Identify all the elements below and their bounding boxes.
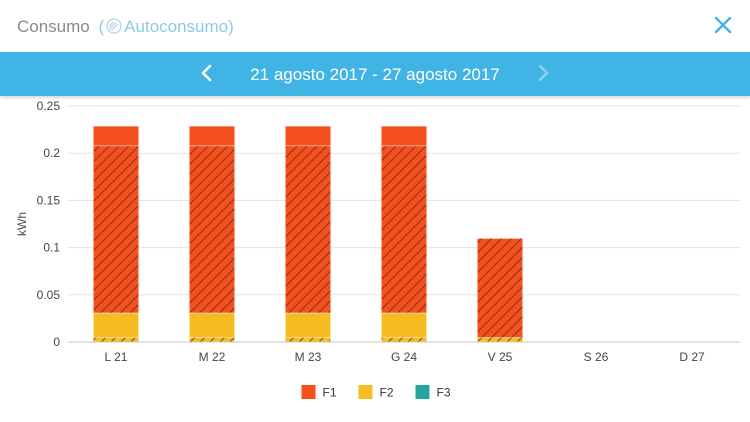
bar-segment-hatch	[285, 145, 331, 313]
top-bar: Consumo ( Autoconsumo)	[0, 0, 750, 52]
x-tick-label: D 27	[679, 350, 705, 364]
x-tick-label: V 25	[488, 350, 513, 364]
legend-label: F3	[437, 386, 451, 400]
bar-segment-hatch	[477, 238, 523, 338]
bar-segment-hatch	[477, 337, 523, 342]
bar-segment	[285, 125, 331, 146]
legend-swatch	[358, 385, 373, 399]
legend-label: F1	[323, 386, 337, 400]
bar-segment-hatch	[381, 145, 427, 313]
bar-segment-hatch	[285, 337, 331, 342]
y-tick-label: 0.25	[37, 99, 61, 113]
y-tick-label: 0.15	[37, 193, 61, 207]
bar-segment	[189, 312, 235, 338]
page-title: Consumo ( Autoconsumo)	[17, 17, 234, 37]
autoconsumo-toggle[interactable]: ( Autoconsumo)	[99, 17, 234, 36]
date-navigation-bar: 21 agosto 2017 - 27 agosto 2017	[0, 52, 750, 96]
y-tick-label: 0.2	[43, 146, 60, 160]
bar-segment	[93, 312, 139, 338]
bar-segment-hatch	[189, 337, 235, 342]
bar-segment	[189, 125, 235, 146]
bar-segment	[381, 312, 427, 338]
autoconsumo-icon	[106, 18, 122, 34]
paren-open: (	[98, 17, 105, 36]
legend-swatch	[301, 385, 316, 399]
date-range-label: 21 agosto 2017 - 27 agosto 2017	[250, 65, 500, 84]
x-tick-label: L 21	[105, 350, 128, 364]
title-text: Consumo	[17, 17, 90, 36]
chevron-left-icon[interactable]	[198, 63, 216, 83]
close-icon[interactable]	[712, 14, 734, 36]
x-tick-label: G 24	[391, 350, 417, 364]
y-tick-label: 0	[53, 335, 60, 349]
y-axis-label: kWh	[15, 212, 29, 236]
legend-label: F2	[380, 386, 394, 400]
bar-segment	[93, 125, 139, 146]
y-tick-label: 0.1	[43, 241, 60, 255]
x-tick-label: M 23	[295, 350, 322, 364]
bar-segment-hatch	[381, 337, 427, 342]
chevron-right-icon	[538, 64, 549, 82]
x-tick-label: S 26	[584, 350, 609, 364]
legend-swatch	[415, 385, 430, 399]
consumption-chart: 0 0.05 0.1 0.15 0.2 0.25 kWh L 21 M 22 M 23 G 24 V …	[15, 99, 740, 400]
subtitle-text: Autoconsumo	[124, 17, 229, 36]
bar-segment-hatch	[93, 145, 139, 313]
x-tick-label: M 22	[199, 350, 226, 364]
paren-close: )	[228, 17, 234, 36]
bar-segment	[381, 125, 427, 146]
bar-segment-hatch	[93, 337, 139, 342]
bar-segment-hatch	[189, 145, 235, 313]
bar-segment	[285, 312, 331, 338]
y-tick-label: 0.05	[37, 288, 61, 302]
